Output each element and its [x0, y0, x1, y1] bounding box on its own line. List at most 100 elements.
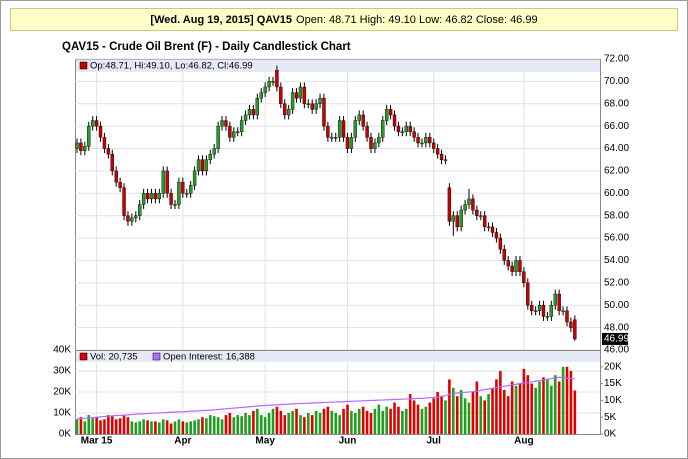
volume-bar — [107, 415, 110, 434]
volume-bar — [479, 396, 483, 434]
y-tick-label: 52.00 — [604, 277, 629, 288]
volume-bar — [424, 406, 428, 434]
candle-body — [361, 114, 365, 127]
volume-bar — [220, 419, 224, 434]
candle-body — [165, 170, 169, 194]
candle-body — [267, 81, 271, 88]
volume-bar — [267, 413, 271, 434]
volume-bar — [279, 410, 283, 434]
volume-bar — [354, 413, 357, 434]
candle-body — [216, 125, 220, 149]
legend-text: Open Interest: 16,388 — [163, 352, 255, 363]
volume-bar — [365, 410, 369, 434]
volume-bar — [236, 415, 240, 434]
volume-bar — [244, 413, 247, 434]
volume-bar — [526, 375, 530, 434]
candle-body — [569, 321, 573, 328]
volume-bar — [322, 408, 326, 434]
volume-bar — [440, 396, 443, 434]
x-tick-label: Apr — [174, 436, 191, 447]
volume-bar — [361, 406, 365, 434]
volume-bar — [385, 406, 388, 434]
volume-bar — [506, 396, 510, 434]
candle-body — [494, 232, 499, 239]
candle-body — [290, 92, 295, 110]
volume-bar — [181, 421, 185, 434]
candle-body — [377, 137, 381, 144]
y2-tick-label: 10K — [604, 395, 622, 406]
y-tick-label: 30K — [53, 366, 71, 377]
candle-body — [302, 86, 307, 104]
volume-bar — [91, 418, 94, 434]
candle-body — [138, 204, 142, 216]
volume-bar — [185, 422, 189, 434]
candle-body — [306, 103, 310, 105]
y-tick-label: 10K — [53, 408, 71, 419]
x-tick-label: May — [255, 436, 275, 447]
candle-body — [334, 137, 338, 139]
candle-body — [169, 193, 173, 205]
candle-body — [149, 193, 154, 200]
candle-body — [522, 271, 526, 284]
volume-bar — [165, 420, 169, 434]
volume-bar — [263, 417, 267, 434]
volume-bar — [510, 381, 514, 434]
volume-bar — [291, 410, 294, 434]
candle-body — [502, 249, 506, 261]
volume-bar — [177, 419, 181, 434]
volume-bar — [240, 416, 243, 434]
x-tick-label: Mar 15 — [81, 436, 113, 447]
volume-bar — [420, 408, 424, 434]
volume-bar — [161, 419, 165, 434]
candle-body — [118, 181, 122, 188]
candle-body — [228, 125, 232, 138]
candle-body — [510, 265, 514, 272]
volume-bar — [342, 408, 345, 434]
candle-body — [275, 69, 279, 88]
candle-body — [220, 120, 224, 127]
candle-body — [157, 193, 162, 200]
candle-body — [204, 159, 209, 172]
x-tick-label: Aug — [514, 436, 533, 447]
legend-swatch — [79, 352, 88, 361]
candle-body — [357, 114, 361, 121]
candle-body — [482, 215, 487, 228]
candle-body — [392, 114, 397, 127]
candle-body — [79, 142, 83, 151]
volume-bar — [436, 392, 439, 434]
candle-body — [545, 316, 550, 318]
last-price-label: 46.99 — [604, 334, 629, 345]
candle-body — [271, 81, 275, 83]
plot-area — [75, 59, 601, 351]
volume-bar — [397, 406, 400, 434]
candle-body — [384, 109, 389, 121]
x-tick-label: Jun — [339, 436, 357, 447]
candle-body — [251, 109, 256, 116]
open-interest-line — [76, 376, 575, 420]
volume-bar — [408, 394, 412, 434]
y-tick-label: 40K — [53, 345, 71, 356]
volume-bar — [518, 383, 522, 434]
candle-body — [479, 215, 483, 217]
y-tick-label: 60.00 — [604, 188, 629, 199]
volume-bar — [483, 400, 486, 434]
candle-body — [322, 97, 326, 127]
candle-body — [349, 137, 354, 149]
volume-bar — [338, 415, 341, 434]
price-panel: 46.00 48.00 50.00 52.00 54.00 56.00 58.00 60.00… — [75, 54, 629, 356]
candle-body — [404, 125, 408, 132]
candle-body — [518, 260, 522, 272]
volume-panel: 0K 10K 20K 30K 40K 0K 5K 10K 15K 20K Mar 15 Apr May J… — [53, 345, 622, 447]
candle-body — [236, 131, 240, 133]
candle-body — [122, 187, 126, 216]
volume-bar — [326, 406, 330, 434]
candle-body — [424, 137, 428, 144]
header-box — [10, 8, 678, 31]
volume-bar — [248, 415, 251, 434]
candle-body — [443, 159, 448, 161]
y-tick-label: 58.00 — [604, 210, 629, 221]
candle-body — [232, 131, 236, 138]
volume-bar — [95, 417, 98, 434]
candle-body — [102, 137, 107, 149]
